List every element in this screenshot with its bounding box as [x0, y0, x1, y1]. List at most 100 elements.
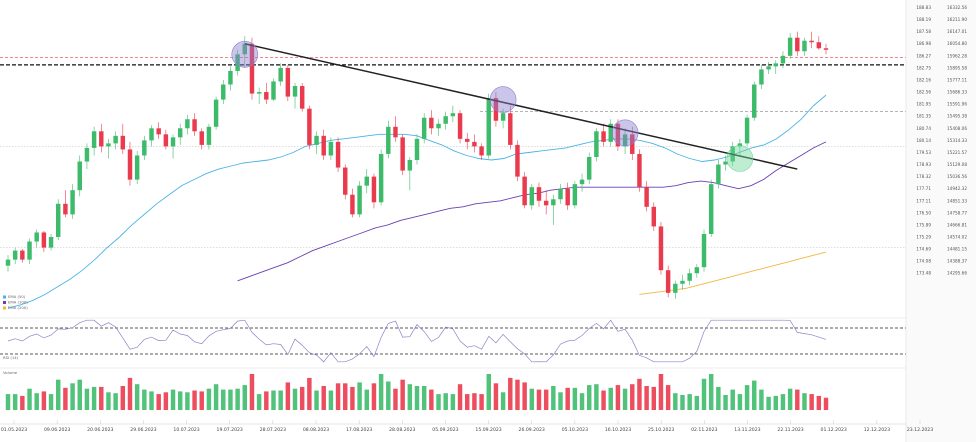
highlight-circle	[611, 119, 639, 147]
date-tick-label: 23.12.2023	[907, 427, 933, 433]
volume-bar	[343, 383, 348, 410]
volume-bar	[615, 385, 621, 410]
volume-bar	[271, 390, 276, 410]
volume-bar	[608, 387, 613, 410]
volume-bar	[299, 386, 305, 410]
candle-body	[586, 156, 592, 180]
candle-body	[773, 63, 778, 67]
candle-body	[551, 199, 556, 206]
candle-body	[723, 161, 728, 165]
candle-body	[429, 117, 434, 129]
candle-body	[486, 98, 491, 156]
candle-body	[120, 135, 126, 150]
highlight-circle	[231, 41, 259, 68]
candle-body	[407, 160, 413, 171]
candle-body	[536, 187, 542, 201]
volume-bar	[5, 394, 11, 410]
date-axis: 01.05.2023 09.06.2023 20.06.2023 29.06.2023…	[0, 420, 933, 433]
price-tick-label: 188.83	[916, 5, 931, 10]
candle-body	[701, 233, 707, 268]
candle-body	[644, 187, 649, 207]
candle-body	[213, 99, 219, 127]
candle-body	[594, 131, 599, 157]
candle-body	[256, 92, 262, 94]
candle-body	[508, 113, 513, 145]
price-tick-label: 175.89	[916, 222, 931, 227]
candle-body	[156, 128, 161, 135]
volume-bar	[170, 389, 176, 410]
volume-bar	[572, 387, 578, 410]
price-tick-label-secondary: 15962.28	[947, 53, 967, 58]
volume-bar	[823, 397, 829, 410]
candle-body	[400, 137, 405, 171]
axis-background	[906, 0, 976, 442]
date-tick-label: 25.10.2023	[648, 427, 674, 433]
volume-bar	[335, 383, 341, 410]
date-tick-label: 15.09.2023	[475, 427, 501, 433]
candle-body	[622, 134, 628, 147]
trendline-segment	[244, 43, 798, 170]
price-tick-label-secondary: 16211.90	[947, 17, 967, 22]
price-tick-label-secondary: 14481.15	[947, 247, 967, 252]
volume-bar	[443, 393, 448, 410]
volume-bar	[99, 386, 104, 410]
candle-body	[680, 280, 685, 284]
volume-bar	[558, 392, 563, 410]
volume-bar	[465, 394, 470, 410]
volume-bar	[723, 395, 728, 410]
volume-bar	[551, 386, 556, 410]
volume-bar	[314, 390, 319, 410]
volume-bar	[486, 374, 491, 410]
candle-body	[443, 116, 448, 124]
price-tick-label-secondary: 15895.58	[947, 65, 967, 70]
candle-body	[113, 135, 118, 144]
volume-bar	[41, 391, 47, 410]
volume-bar	[163, 392, 169, 410]
volume-bar	[472, 393, 477, 410]
volume-bar	[744, 385, 750, 410]
candle-body	[163, 134, 169, 147]
volume-bar	[622, 388, 628, 410]
candle-body	[493, 98, 499, 121]
volume-bar	[687, 394, 692, 410]
volume-bar	[407, 384, 413, 410]
volume-bar	[816, 395, 822, 410]
candle-body	[27, 241, 32, 260]
candle-body	[579, 179, 585, 185]
legend-swatch	[3, 306, 6, 310]
volume-bar	[285, 382, 291, 410]
ema-slow-line	[639, 251, 827, 295]
candle-body	[70, 190, 75, 215]
candle-body	[199, 131, 204, 145]
volume-bar	[249, 374, 255, 410]
price-tick-label: 187.58	[916, 29, 931, 34]
indicator-legend: EMA (50)EMA (100)EMA (200)	[3, 294, 28, 310]
price-tick-label: 186.98	[916, 41, 931, 46]
volume-bar	[586, 385, 592, 410]
candle-body	[12, 250, 18, 260]
candle-body	[522, 176, 527, 206]
candle-body	[91, 131, 97, 148]
volume-bar	[206, 388, 212, 410]
candle-body	[601, 131, 606, 142]
highlight-circle	[726, 145, 754, 172]
candle-body	[106, 143, 111, 147]
candle-body	[48, 237, 54, 248]
price-tick-label: 178.93	[916, 162, 931, 167]
price-tick-label-secondary: 16054.80	[947, 41, 967, 46]
candle-body	[249, 43, 255, 94]
volume-bar	[292, 388, 298, 410]
legend-label: EMA (100)	[8, 300, 28, 305]
date-tick-label: 13.11.2023	[734, 427, 760, 433]
candle-body	[41, 232, 47, 248]
price-tick-label-secondary: 14666.81	[947, 222, 967, 227]
volume-bar	[708, 374, 714, 410]
candle-body	[5, 259, 11, 266]
candle-body	[637, 153, 642, 188]
price-tick-label: 177.71	[916, 186, 931, 191]
oscillator-panel: 703070.0-23.09RSI (14)	[0, 317, 961, 369]
date-tick-label: 02.11.2023	[691, 427, 717, 433]
volume-bar	[63, 387, 68, 410]
